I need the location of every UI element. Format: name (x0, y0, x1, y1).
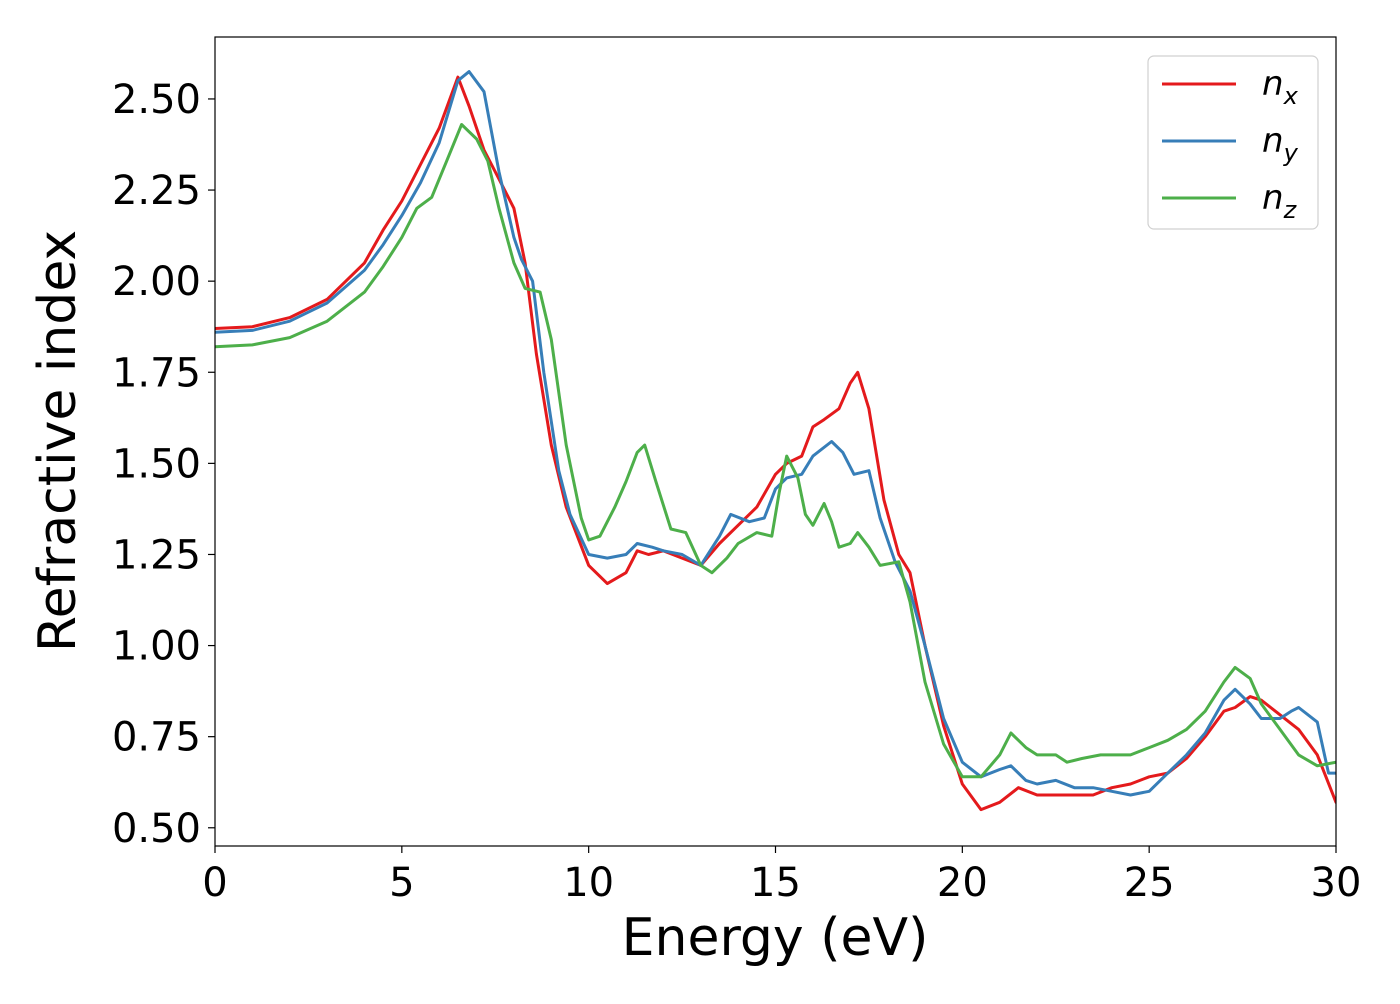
y-tick-label: 0.50 (112, 806, 201, 852)
y-tick-label: 1.50 (112, 441, 201, 487)
y-tick-label: 0.75 (112, 715, 201, 761)
y-tick-label: 1.75 (112, 350, 201, 396)
x-axis-ticks: 0 5 10 15 20 25 30 (202, 846, 1361, 906)
y-axis-ticks: 0.50 0.75 1.00 1.25 1.50 1.75 2.00 2.25 2.50 (112, 77, 215, 852)
x-axis-title: Energy (eV) (622, 908, 929, 968)
x-tick-label: 5 (389, 860, 414, 906)
x-tick-label: 0 (202, 860, 227, 906)
series-line-x (215, 75, 1336, 812)
y-tick-label: 2.00 (112, 259, 201, 305)
x-tick-label: 25 (1124, 860, 1175, 906)
y-tick-label: 2.50 (112, 77, 201, 123)
x-tick-label: 20 (937, 860, 988, 906)
x-tick-label: 10 (563, 860, 614, 906)
series-layer (215, 70, 1336, 812)
y-tick-label: 1.00 (112, 624, 201, 670)
series-line-z (215, 123, 1336, 779)
y-tick-label: 1.25 (112, 532, 201, 578)
y-axis-title: Refractive index (28, 230, 88, 652)
series-line-y (215, 70, 1336, 797)
x-tick-label: 15 (750, 860, 801, 906)
y-tick-label: 2.25 (112, 168, 201, 214)
x-tick-label: 30 (1311, 860, 1362, 906)
